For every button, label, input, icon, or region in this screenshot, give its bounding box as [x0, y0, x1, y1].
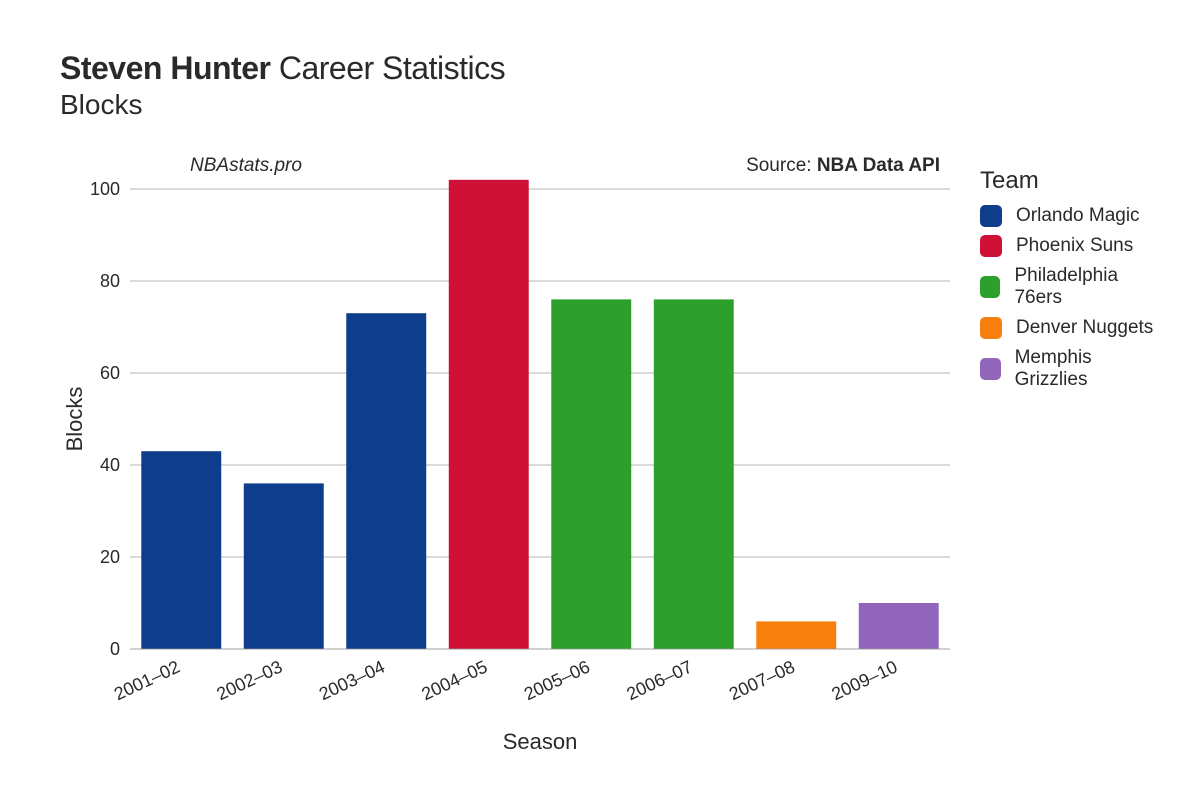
chart-title-block: Steven Hunter Career Statistics Blocks	[60, 50, 1160, 121]
legend-swatch	[980, 358, 1001, 380]
legend-item: Phoenix Suns	[980, 235, 1160, 257]
legend-swatch	[980, 235, 1002, 257]
bar	[859, 603, 939, 649]
legend-label: Memphis Grizzlies	[1015, 347, 1160, 391]
svg-text:Season: Season	[503, 729, 578, 754]
legend-label: Denver Nuggets	[1016, 317, 1153, 339]
legend-swatch	[980, 276, 1000, 298]
legend-item: Denver Nuggets	[980, 317, 1160, 339]
legend-item: Philadelphia 76ers	[980, 265, 1160, 309]
x-tick-label: 2005–06	[521, 656, 593, 704]
legend-title: Team	[980, 167, 1160, 195]
attribution-source: Source: NBA Data API	[746, 155, 940, 176]
bar	[346, 313, 426, 649]
svg-text:40: 40	[100, 455, 120, 475]
legend-label: Philadelphia 76ers	[1014, 265, 1160, 309]
chart-container: Steven Hunter Career Statistics Blocks 0…	[0, 0, 1200, 800]
legend-label: Orlando Magic	[1016, 205, 1140, 227]
svg-text:0: 0	[110, 639, 120, 659]
legend-item: Orlando Magic	[980, 205, 1160, 227]
legend: Team Orlando Magic Phoenix Suns Philadelph…	[980, 167, 1160, 399]
x-tick-label: 2001–02	[111, 656, 183, 704]
x-tick-label: 2007–08	[726, 656, 798, 704]
svg-text:Blocks: Blocks	[62, 387, 87, 452]
legend-items: Orlando Magic Phoenix Suns Philadelphia 76…	[980, 205, 1160, 391]
bar	[141, 451, 221, 649]
x-tick-label: 2009–10	[828, 656, 900, 704]
x-tick-label: 2004–05	[418, 656, 490, 704]
x-tick-label: 2002–03	[213, 656, 285, 704]
svg-text:20: 20	[100, 547, 120, 567]
bar	[756, 621, 836, 649]
bar	[244, 483, 324, 649]
svg-text:60: 60	[100, 363, 120, 383]
title-player-name: Steven Hunter	[60, 50, 270, 86]
legend-label: Phoenix Suns	[1016, 235, 1133, 257]
chart-title: Steven Hunter Career Statistics	[60, 50, 1160, 87]
bar-chart-svg: 0 20 40 60 80 100 2001–02 2002–03 2003–04 2004–05…	[60, 139, 960, 759]
svg-text:80: 80	[100, 271, 120, 291]
legend-swatch	[980, 317, 1002, 339]
chart-subtitle: Blocks	[60, 89, 1160, 121]
chart-body: 0 20 40 60 80 100 2001–02 2002–03 2003–04 2004–05…	[60, 139, 1160, 764]
title-suffix: Career Statistics	[270, 50, 505, 86]
bar	[551, 299, 631, 649]
x-tick-label: 2003–04	[316, 656, 388, 704]
legend-item: Memphis Grizzlies	[980, 347, 1160, 391]
chart-plot-area: 0 20 40 60 80 100 2001–02 2002–03 2003–04 2004–05…	[60, 139, 960, 764]
bar	[654, 299, 734, 649]
bar	[449, 180, 529, 649]
legend-swatch	[980, 205, 1002, 227]
attribution-site: NBAstats.pro	[190, 155, 302, 176]
svg-text:100: 100	[90, 179, 120, 199]
x-tick-label: 2006–07	[623, 656, 695, 704]
